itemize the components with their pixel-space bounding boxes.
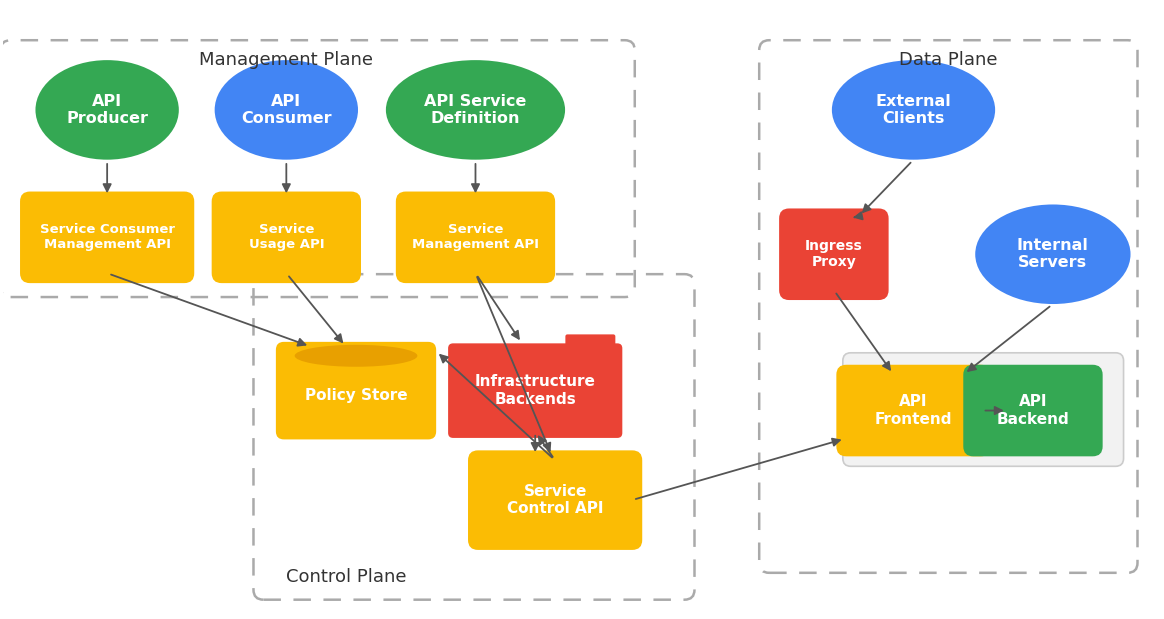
Text: External
Clients: External Clients bbox=[875, 93, 951, 126]
Text: Service
Management API: Service Management API bbox=[412, 223, 539, 251]
Ellipse shape bbox=[832, 60, 995, 160]
FancyBboxPatch shape bbox=[468, 451, 643, 550]
Text: Policy Store: Policy Store bbox=[305, 388, 407, 403]
Text: Internal
Servers: Internal Servers bbox=[1017, 238, 1088, 271]
FancyBboxPatch shape bbox=[276, 342, 436, 439]
Text: API
Consumer: API Consumer bbox=[241, 93, 332, 126]
FancyBboxPatch shape bbox=[779, 209, 888, 300]
Text: API Service
Definition: API Service Definition bbox=[425, 93, 526, 126]
Text: Service Consumer
Management API: Service Consumer Management API bbox=[40, 223, 175, 251]
FancyBboxPatch shape bbox=[448, 344, 623, 438]
Text: Service
Usage API: Service Usage API bbox=[249, 223, 324, 251]
Text: API
Producer: API Producer bbox=[66, 93, 148, 126]
Text: Ingress
Proxy: Ingress Proxy bbox=[805, 239, 863, 269]
Ellipse shape bbox=[975, 204, 1130, 304]
Text: API
Backend: API Backend bbox=[996, 394, 1070, 426]
FancyBboxPatch shape bbox=[566, 334, 616, 352]
FancyBboxPatch shape bbox=[964, 365, 1102, 456]
FancyBboxPatch shape bbox=[843, 353, 1123, 466]
Text: Management Plane: Management Plane bbox=[199, 51, 374, 69]
Ellipse shape bbox=[386, 60, 565, 160]
Text: Service
Control API: Service Control API bbox=[506, 484, 603, 516]
FancyBboxPatch shape bbox=[20, 191, 194, 283]
FancyBboxPatch shape bbox=[837, 365, 991, 456]
FancyBboxPatch shape bbox=[212, 191, 361, 283]
Ellipse shape bbox=[294, 345, 418, 366]
FancyBboxPatch shape bbox=[396, 191, 555, 283]
Text: Data Plane: Data Plane bbox=[899, 51, 998, 69]
Text: API
Frontend: API Frontend bbox=[875, 394, 952, 426]
Text: Control Plane: Control Plane bbox=[286, 568, 406, 586]
Ellipse shape bbox=[214, 60, 359, 160]
Ellipse shape bbox=[35, 60, 179, 160]
Text: Infrastructure
Backends: Infrastructure Backends bbox=[475, 374, 596, 407]
